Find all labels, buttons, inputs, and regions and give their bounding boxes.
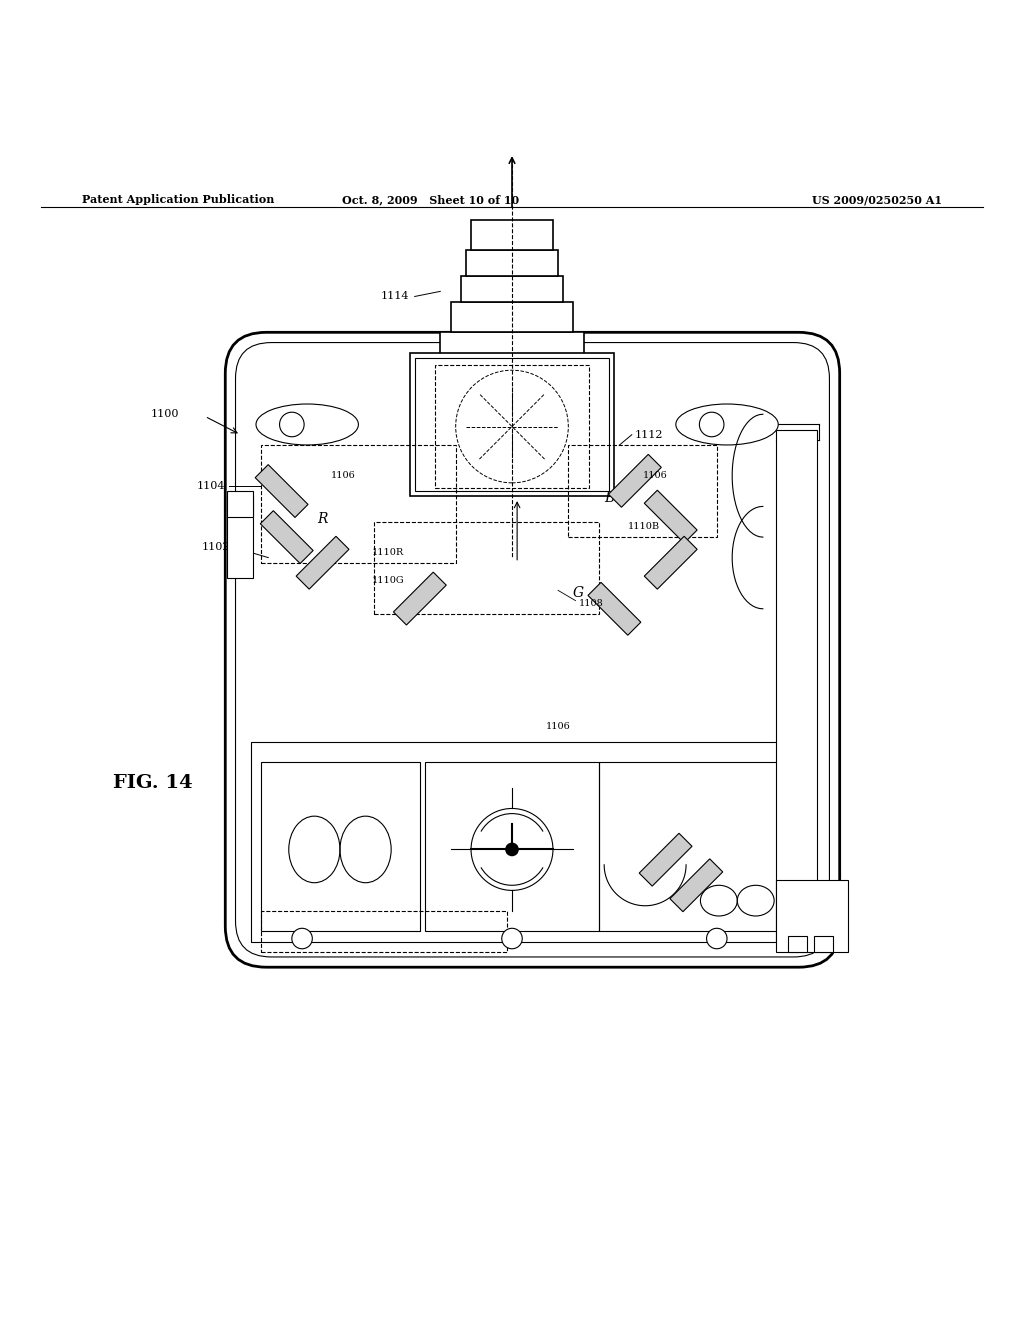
Ellipse shape <box>676 404 778 445</box>
Bar <box>568 445 717 537</box>
Text: Oct. 8, 2009   Sheet 10 of 10: Oct. 8, 2009 Sheet 10 of 10 <box>342 194 518 205</box>
Polygon shape <box>644 536 697 589</box>
Text: 1100: 1100 <box>151 409 179 420</box>
Bar <box>814 936 833 952</box>
Polygon shape <box>393 572 446 624</box>
Text: 1114: 1114 <box>381 292 410 301</box>
Text: 1108: 1108 <box>579 599 603 609</box>
Bar <box>451 301 573 333</box>
Text: 1102: 1102 <box>202 543 230 552</box>
Bar <box>261 445 456 562</box>
Bar <box>374 521 599 614</box>
Ellipse shape <box>256 404 358 445</box>
Bar <box>227 496 253 578</box>
Bar <box>251 742 794 941</box>
Circle shape <box>292 928 312 949</box>
Text: B: B <box>604 491 614 506</box>
Polygon shape <box>639 833 692 886</box>
Text: 1104: 1104 <box>197 480 225 491</box>
Text: US 2009/0250250 A1: US 2009/0250250 A1 <box>812 194 942 205</box>
Bar <box>261 763 420 932</box>
Bar <box>227 491 253 516</box>
Polygon shape <box>296 536 349 589</box>
Polygon shape <box>255 465 308 517</box>
Text: 1110G: 1110G <box>372 576 404 585</box>
Bar <box>425 763 599 932</box>
Text: 1106: 1106 <box>643 471 668 480</box>
Polygon shape <box>644 490 697 543</box>
Bar <box>440 333 584 374</box>
Bar <box>461 276 563 301</box>
Bar <box>415 358 609 491</box>
Bar <box>466 251 558 276</box>
Polygon shape <box>588 582 641 635</box>
Polygon shape <box>608 454 662 507</box>
Circle shape <box>707 928 727 949</box>
Bar <box>599 763 778 932</box>
Circle shape <box>502 928 522 949</box>
Bar <box>788 936 807 952</box>
Polygon shape <box>260 511 313 564</box>
Text: 1110B: 1110B <box>628 523 659 532</box>
FancyBboxPatch shape <box>225 333 840 968</box>
Bar <box>410 352 614 496</box>
Text: 1110R: 1110R <box>372 548 403 557</box>
Text: G: G <box>573 586 584 601</box>
Circle shape <box>506 843 518 855</box>
Text: R: R <box>317 512 328 525</box>
Bar <box>435 366 589 488</box>
Text: 1112: 1112 <box>635 430 664 440</box>
Bar <box>776 880 848 952</box>
Bar <box>776 429 817 941</box>
Polygon shape <box>670 859 723 912</box>
Text: 1106: 1106 <box>546 722 570 731</box>
Bar <box>261 911 507 952</box>
Text: 1106: 1106 <box>331 471 355 480</box>
Text: Patent Application Publication: Patent Application Publication <box>82 194 274 205</box>
Text: FIG. 14: FIG. 14 <box>113 774 193 792</box>
Bar <box>471 219 553 251</box>
